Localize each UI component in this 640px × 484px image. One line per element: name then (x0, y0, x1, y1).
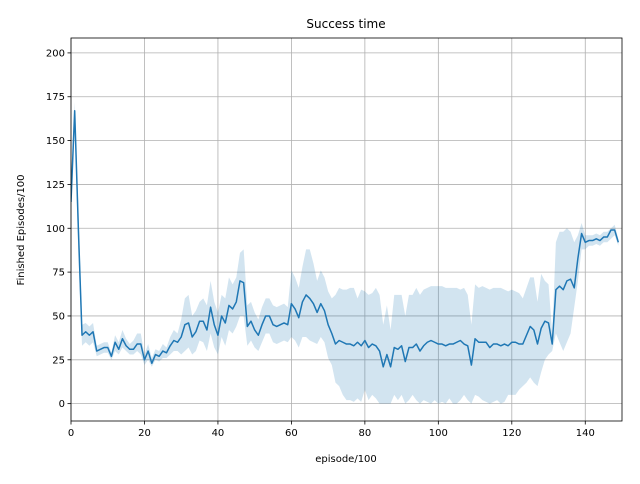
plot-frame (70, 37, 623, 422)
y-tick-label: 125 (46, 180, 65, 191)
x-tick-label: 20 (138, 428, 151, 439)
y-tick-label: 150 (46, 136, 65, 147)
x-tick-label: 0 (68, 428, 74, 439)
line (71, 110, 620, 368)
y-axis-label: Finished Episodes/100 (16, 174, 27, 285)
x-tick-label: 80 (358, 428, 371, 439)
y-tick-label: 50 (52, 311, 65, 322)
y-tick-label: 100 (46, 224, 65, 235)
x-tick-label: 120 (502, 428, 521, 439)
y-tick-label: 200 (46, 48, 65, 59)
chart-title: Success time (306, 17, 385, 31)
x-tick-label: 100 (429, 428, 448, 439)
y-tick-label: 25 (52, 355, 65, 366)
x-tick-label: 140 (576, 428, 595, 439)
x-tick-label: 40 (212, 428, 225, 439)
x-axis-label: episode/100 (315, 454, 377, 465)
x-tick-label: 60 (285, 428, 298, 439)
y-tick-label: 175 (46, 92, 65, 103)
y-tick-label: 75 (52, 268, 65, 279)
y-tick-label: 0 (59, 399, 65, 410)
